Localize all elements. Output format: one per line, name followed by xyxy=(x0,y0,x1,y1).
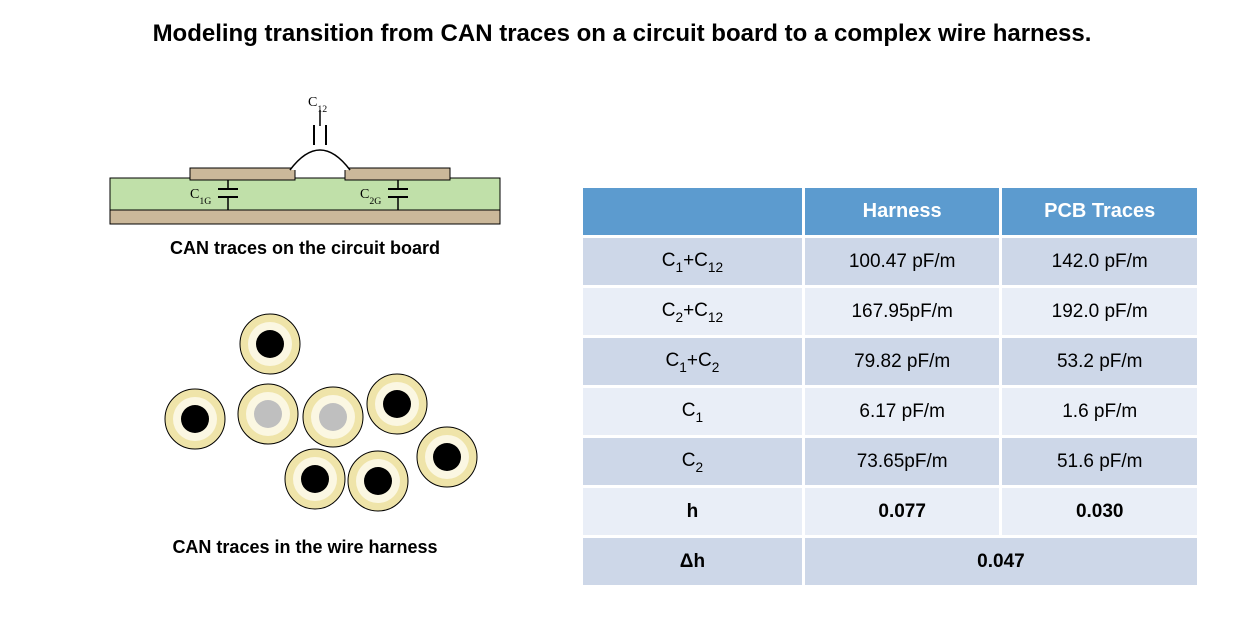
table-header-cell xyxy=(583,188,802,235)
harness-cell: 0.077 xyxy=(805,488,1000,535)
harness-cell: 100.47 pF/m xyxy=(805,238,1000,285)
table-row: C273.65pF/m51.6 pF/m xyxy=(583,438,1197,485)
harness-cell: 73.65pF/m xyxy=(805,438,1000,485)
svg-text:C12: C12 xyxy=(308,95,327,115)
pcb-cell: 51.6 pF/m xyxy=(1002,438,1197,485)
table-row: C16.17 pF/m1.6 pF/m xyxy=(583,388,1197,435)
table-row: C1+C279.82 pF/m53.2 pF/m xyxy=(583,338,1197,385)
table-header-cell: Harness xyxy=(805,188,1000,235)
pcb-cell: 53.2 pF/m xyxy=(1002,338,1197,385)
harness-diagram xyxy=(90,289,520,529)
harness-cell: 167.95pF/m xyxy=(805,288,1000,335)
harness-wire xyxy=(165,389,225,449)
harness-wire xyxy=(367,374,427,434)
page-title: Modeling transition from CAN traces on a… xyxy=(0,20,1244,48)
capacitance-table: HarnessPCB TracesC1+C12100.47 pF/m142.0 … xyxy=(580,185,1200,588)
pcb-cell: 0.030 xyxy=(1002,488,1197,535)
pcb-caption: CAN traces on the circuit board xyxy=(70,238,540,259)
param-cell: C1+C12 xyxy=(583,238,802,285)
table-row: C2+C12167.95pF/m192.0 pF/m xyxy=(583,288,1197,335)
pcb-cell: 1.6 pF/m xyxy=(1002,388,1197,435)
harness-wire xyxy=(417,427,477,487)
delta-cell: 0.047 xyxy=(805,538,1197,585)
table-row: C1+C12100.47 pF/m142.0 pF/m xyxy=(583,238,1197,285)
page: Modeling transition from CAN traces on a… xyxy=(0,0,1244,639)
param-cell: C1 xyxy=(583,388,802,435)
table-row-final: Δh0.047 xyxy=(583,538,1197,585)
harness-wire xyxy=(285,449,345,509)
param-cell: C2 xyxy=(583,438,802,485)
harness-wire xyxy=(240,314,300,374)
harness-wire xyxy=(348,451,408,511)
harness-wire xyxy=(238,384,298,444)
table-header-cell: PCB Traces xyxy=(1002,188,1197,235)
harness-wire xyxy=(303,387,363,447)
harness-cell: 6.17 pF/m xyxy=(805,388,1000,435)
pcb-diagram: C12C1GC2G xyxy=(90,90,520,230)
param-cell: h xyxy=(583,488,802,535)
param-cell: C1+C2 xyxy=(583,338,802,385)
pcb-cell: 192.0 pF/m xyxy=(1002,288,1197,335)
pcb-cell: 142.0 pF/m xyxy=(1002,238,1197,285)
harness-cell: 79.82 pF/m xyxy=(805,338,1000,385)
harness-caption: CAN traces in the wire harness xyxy=(70,537,540,558)
right-column: HarnessPCB TracesC1+C12100.47 pF/m142.0 … xyxy=(580,185,1200,588)
left-column: C12C1GC2G CAN traces on the circuit boar… xyxy=(70,90,540,558)
param-cell: C2+C12 xyxy=(583,288,802,335)
table-row: h0.0770.030 xyxy=(583,488,1197,535)
param-cell: Δh xyxy=(583,538,802,585)
